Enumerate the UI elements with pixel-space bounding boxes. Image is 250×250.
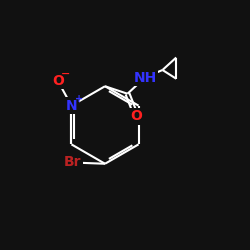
Text: O: O: [52, 74, 64, 88]
Text: +: +: [75, 94, 83, 104]
Text: NH: NH: [134, 70, 157, 85]
Text: −: −: [60, 68, 70, 78]
Text: O: O: [130, 109, 142, 123]
Text: Br: Br: [64, 156, 81, 170]
Text: N: N: [66, 98, 77, 112]
